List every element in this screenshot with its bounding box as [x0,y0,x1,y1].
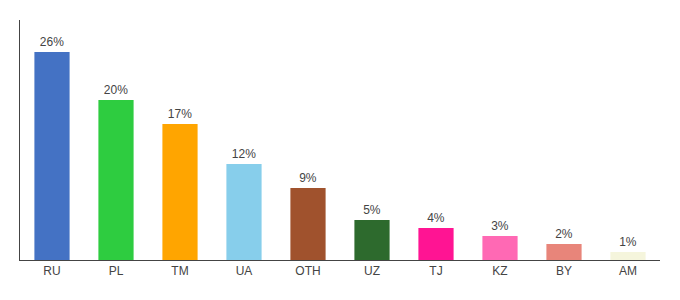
svg-text:BY: BY [556,264,572,278]
svg-text:TJ: TJ [429,264,442,278]
svg-text:20%: 20% [104,83,128,97]
svg-text:3%: 3% [491,219,509,233]
svg-text:AM: AM [619,264,637,278]
svg-text:12%: 12% [232,147,256,161]
svg-text:UA: UA [236,264,253,278]
svg-text:17%: 17% [168,107,192,121]
svg-text:9%: 9% [299,171,317,185]
svg-text:1%: 1% [619,235,637,249]
svg-text:5%: 5% [363,203,381,217]
svg-text:26%: 26% [40,35,64,49]
svg-text:KZ: KZ [492,264,507,278]
svg-text:2%: 2% [555,227,573,241]
svg-text:PL: PL [109,264,124,278]
svg-text:OTH: OTH [295,264,320,278]
svg-text:TM: TM [171,264,188,278]
svg-text:RU: RU [43,264,60,278]
svg-text:UZ: UZ [364,264,380,278]
svg-text:4%: 4% [427,211,445,225]
